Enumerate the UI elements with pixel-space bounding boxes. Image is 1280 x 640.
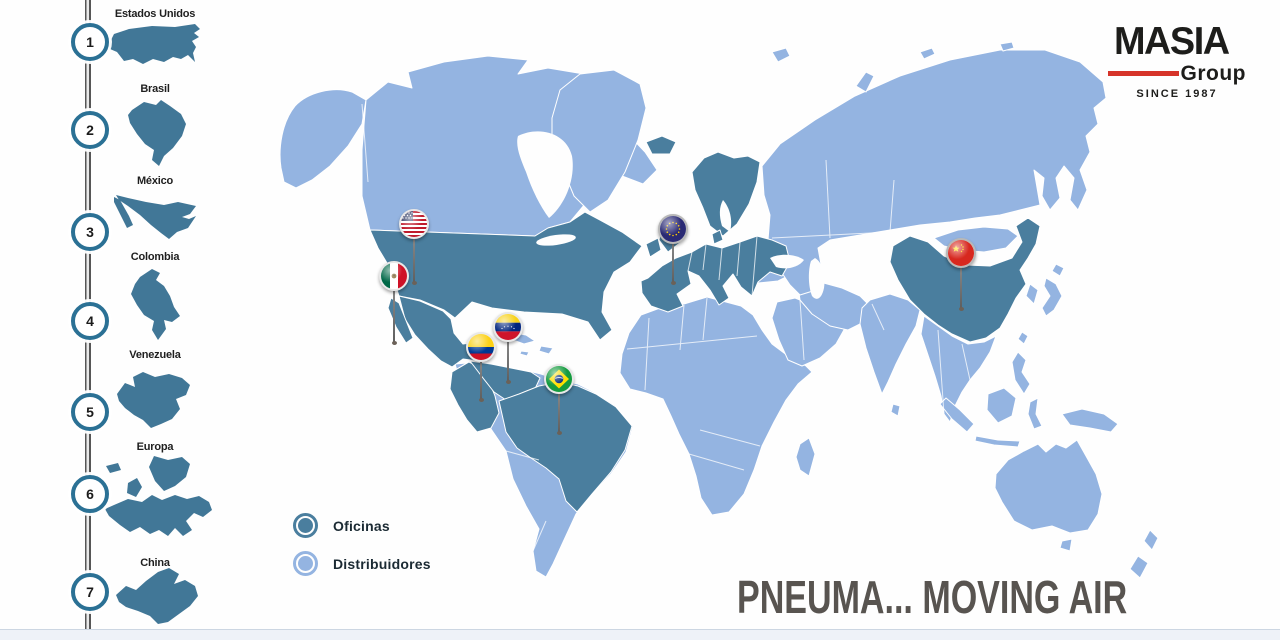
venezuela-flag-icon (493, 312, 523, 342)
eu-flag-icon (658, 214, 688, 244)
logo-since: SINCE 1987 (1136, 88, 1218, 100)
land-taiwan (1017, 331, 1029, 345)
land-japan (1041, 277, 1063, 317)
pin-stick (411, 236, 417, 285)
pin-stick (478, 359, 484, 402)
land-denmark (711, 229, 724, 245)
sidebar-step-7: 7 (71, 573, 109, 611)
tagline: PNEUMA... MOVING AIR (737, 571, 1128, 623)
legend-item-offices: Oficinas (293, 513, 431, 538)
land-se-asia (920, 315, 997, 423)
sidebar-label-venezuela: Venezuela (129, 349, 181, 361)
thumbnail-mexico (114, 195, 196, 239)
land-jamaica (519, 350, 530, 357)
land-usa (369, 211, 643, 341)
land-sumatra (939, 397, 975, 433)
sidebar-step-6: 6 (71, 475, 109, 513)
step-number: 5 (86, 404, 94, 420)
legend-item-distributors: Distribuidores (293, 551, 431, 576)
land-alaska (279, 89, 367, 189)
step-number: 7 (86, 584, 94, 600)
land-java (974, 435, 1021, 448)
sidebar-step-4: 4 (71, 302, 109, 340)
sidebar-label-europa: Europa (136, 441, 174, 453)
land-tasmania (1059, 538, 1073, 552)
office-dot-icon (293, 513, 318, 538)
step-number: 4 (86, 313, 94, 329)
land-australia (994, 439, 1103, 534)
land-africa (619, 296, 813, 516)
thumbnail-venezuela (117, 372, 190, 428)
sidebar-step-2: 2 (71, 111, 109, 149)
land-novaya-zemlya (855, 71, 875, 93)
logo-title: MASIA (1114, 20, 1230, 63)
hudson-bay (517, 131, 573, 218)
great-lakes (536, 234, 576, 246)
land-sri-lanka (890, 403, 901, 417)
footer-strip (0, 629, 1280, 640)
legend: Oficinas Distribuidores (293, 513, 431, 576)
sidebar-step-1: 1 (71, 23, 109, 61)
land-madagascar (795, 437, 816, 477)
legend-label: Oficinas (333, 517, 390, 534)
land-philippines (1011, 351, 1031, 395)
distributor-dot-icon (293, 551, 318, 576)
sidebar-step-5: 5 (71, 393, 109, 431)
land-iceland (645, 135, 677, 155)
brazil-flag-icon (544, 364, 574, 394)
usa-flag-icon (399, 209, 429, 239)
step-number: 2 (86, 122, 94, 138)
sidebar-label-china: China (140, 557, 170, 569)
pin-stick (958, 265, 964, 311)
country-borders (361, 103, 971, 552)
sidebar-label-colombia: Colombia (130, 251, 180, 263)
caspian-sea (808, 258, 825, 299)
mexico-flag-icon (379, 261, 409, 291)
pin-stick (556, 391, 562, 435)
sidebar-label-brasil: Brasil (140, 83, 170, 95)
land-sulawesi (1027, 397, 1043, 430)
pin-stick (505, 339, 511, 384)
land-hokkaido (1051, 263, 1065, 277)
thumbnail-estados-unidos (109, 24, 200, 64)
masia-group-logo: MASIA Group SINCE 1987 (1108, 22, 1246, 100)
land-new-zealand-north (1143, 529, 1159, 551)
pin-stick (391, 288, 397, 345)
logo-subtitle: Group (1180, 62, 1246, 85)
thumbnail-brasil (128, 100, 186, 166)
land-new-guinea (1061, 408, 1119, 433)
colombia-flag-icon (466, 332, 496, 362)
thumbnail-colombia (131, 269, 180, 340)
land-china (889, 217, 1041, 343)
thumbnail-china (116, 568, 198, 624)
land-hispaniola (538, 345, 554, 355)
thumbnail-europa (105, 456, 212, 536)
logo-red-line (1108, 71, 1179, 76)
land-svalbard (771, 47, 791, 63)
land-ireland (645, 237, 662, 258)
land-korea (1025, 283, 1039, 305)
land-borneo (986, 387, 1017, 424)
step-number: 3 (86, 224, 94, 240)
step-number: 1 (86, 34, 94, 50)
pin-stick (670, 241, 676, 285)
sidebar-label-mexico: México (136, 175, 174, 187)
land-india (859, 293, 921, 395)
step-number: 6 (86, 486, 94, 502)
china-flag-icon (946, 238, 976, 268)
sidebar-label-estados-unidos: Estados Unidos (114, 8, 196, 20)
land-scandinavia (691, 151, 761, 237)
legend-label: Distribuidores (333, 555, 431, 572)
land-new-zealand-south (1129, 555, 1149, 579)
land-severnaya (919, 47, 936, 60)
black-sea (770, 254, 804, 269)
sidebar-step-3: 3 (71, 213, 109, 251)
baltic-sea (719, 200, 732, 232)
land-new-siberian (999, 41, 1015, 52)
